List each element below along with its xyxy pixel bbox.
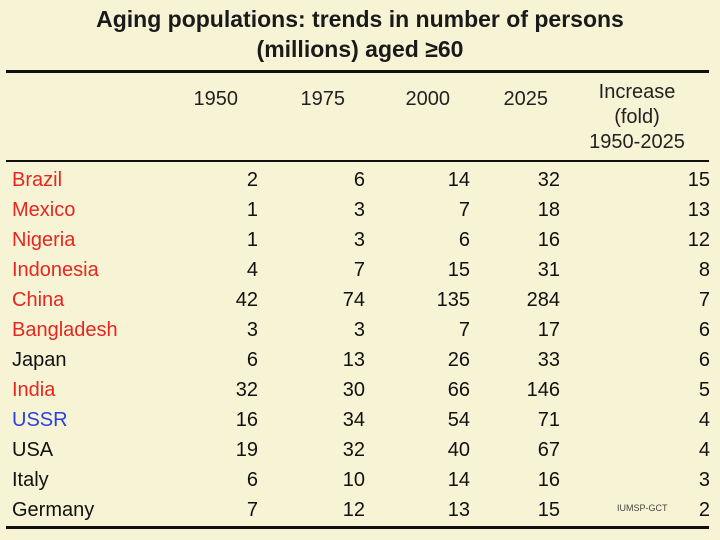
cell-2025: 32 — [537, 169, 560, 191]
country-name: Bangladesh — [12, 319, 118, 341]
cell-2025: 33 — [537, 349, 560, 371]
cell-1950: 1 — [246, 229, 258, 251]
cell-1950: 2 — [246, 169, 258, 191]
cell-1950: 6 — [246, 349, 258, 371]
country-name: China — [12, 289, 65, 311]
cell-1950: 1 — [246, 199, 258, 221]
cell-1975: 30 — [342, 379, 365, 401]
country-name: Indonesia — [12, 259, 99, 281]
cell-1975: 34 — [342, 409, 365, 431]
title-line-2: (millions) aged ≥60 — [256, 36, 464, 62]
cell-1950: 7 — [246, 499, 258, 521]
cell-2000: 7 — [458, 319, 470, 341]
country-name: USA — [12, 439, 54, 461]
cell-1975: 10 — [342, 469, 365, 491]
table-row: Italy 6 10 14 16 3 — [0, 465, 720, 495]
cell-increase: 4 — [698, 439, 710, 461]
page-title: Aging populations: trends in number of p… — [0, 4, 720, 64]
table-row: Brazil 2 6 14 32 15 — [0, 165, 720, 195]
bottom-rule — [6, 526, 709, 529]
cell-2025: 17 — [537, 319, 560, 341]
header-rule — [6, 160, 709, 162]
cell-2025: 31 — [537, 259, 560, 281]
cell-increase: 6 — [698, 349, 710, 371]
cell-2025: 18 — [537, 199, 560, 221]
cell-1975: 74 — [342, 289, 365, 311]
cell-1975: 12 — [342, 499, 365, 521]
table-row: USSR 16 34 54 71 4 — [0, 405, 720, 435]
cell-2025: 284 — [526, 289, 560, 311]
cell-1950: 42 — [235, 289, 258, 311]
cell-1950: 3 — [246, 319, 258, 341]
cell-1950: 6 — [246, 469, 258, 491]
country-name: Italy — [12, 469, 49, 491]
cell-increase: 12 — [687, 229, 710, 251]
cell-2000: 13 — [447, 499, 470, 521]
table-row: Nigeria 1 3 6 16 12 — [0, 225, 720, 255]
cell-1975: 7 — [353, 259, 365, 281]
table-row: USA 19 32 40 67 4 — [0, 435, 720, 465]
cell-2025: 146 — [526, 379, 560, 401]
cell-1975: 13 — [342, 349, 365, 371]
country-name: Brazil — [12, 169, 63, 191]
header-increase-line-2: (fold) — [614, 106, 660, 128]
cell-increase: 13 — [687, 199, 710, 221]
header-increase-line-3: 1950-2025 — [589, 131, 685, 153]
cell-increase: 15 — [687, 169, 710, 191]
cell-1950: 16 — [235, 409, 258, 431]
cell-2025: 71 — [537, 409, 560, 431]
table-row: China 42 74 135 284 7 — [0, 285, 720, 315]
cell-1975: 3 — [353, 229, 365, 251]
cell-1950: 32 — [235, 379, 258, 401]
cell-increase: 3 — [698, 469, 710, 491]
header-increase-line-1: Increase — [598, 81, 676, 103]
cell-2000: 7 — [458, 199, 470, 221]
cell-2000: 40 — [447, 439, 470, 461]
cell-2000: 26 — [447, 349, 470, 371]
cell-1975: 3 — [353, 199, 365, 221]
cell-2025: 16 — [537, 469, 560, 491]
credit-text: IUMSP-GCT — [617, 503, 668, 513]
cell-2000: 6 — [458, 229, 470, 251]
cell-2025: 15 — [537, 499, 560, 521]
top-rule — [6, 70, 709, 73]
table-row: Japan 6 13 26 33 6 — [0, 345, 720, 375]
cell-2000: 135 — [436, 289, 470, 311]
table-row: Indonesia 4 7 15 31 8 — [0, 255, 720, 285]
cell-2000: 66 — [447, 379, 470, 401]
table-row: Bangladesh 3 3 7 17 6 — [0, 315, 720, 345]
cell-2000: 54 — [447, 409, 470, 431]
cell-increase: 2 — [698, 499, 710, 521]
cell-1975: 32 — [342, 439, 365, 461]
cell-2025: 67 — [537, 439, 560, 461]
cell-1975: 6 — [353, 169, 365, 191]
cell-2000: 15 — [447, 259, 470, 281]
country-name: Nigeria — [12, 229, 76, 251]
cell-increase: 4 — [698, 409, 710, 431]
country-name: USSR — [12, 409, 68, 431]
cell-2025: 16 — [537, 229, 560, 251]
header-1975: 1975 — [300, 88, 346, 110]
cell-increase: 7 — [698, 289, 710, 311]
cell-1975: 3 — [353, 319, 365, 341]
country-name: Japan — [12, 349, 67, 371]
country-name: Germany — [12, 499, 95, 521]
cell-2000: 14 — [447, 469, 470, 491]
cell-1950: 19 — [235, 439, 258, 461]
title-line-1: Aging populations: trends in number of p… — [96, 6, 624, 32]
cell-increase: 8 — [698, 259, 710, 281]
country-name: India — [12, 379, 56, 401]
cell-increase: 5 — [698, 379, 710, 401]
cell-1950: 4 — [246, 259, 258, 281]
header-2025: 2025 — [503, 88, 549, 110]
table-row: India 32 30 66 146 5 — [0, 375, 720, 405]
cell-2000: 14 — [447, 169, 470, 191]
table-row: Mexico 1 3 7 18 13 — [0, 195, 720, 225]
header-increase: Increase (fold) 1950-2025 — [572, 80, 702, 155]
cell-increase: 6 — [698, 319, 710, 341]
country-name: Mexico — [12, 199, 76, 221]
table-row: Germany 7 12 13 15 2 — [0, 495, 720, 525]
header-2000: 2000 — [405, 88, 451, 110]
header-1950: 1950 — [193, 88, 239, 110]
